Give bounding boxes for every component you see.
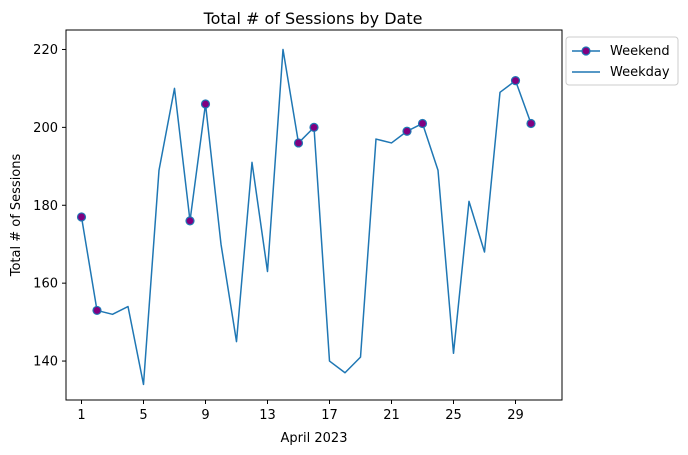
weekend-point <box>309 122 319 132</box>
legend-box <box>565 36 679 86</box>
weekend-point <box>200 99 211 109</box>
x-tick-label: 29 <box>507 408 524 423</box>
legend-weekday-label: Weekday <box>610 65 670 80</box>
legend: Weekend Weekday <box>565 36 679 86</box>
y-tick-label: 220 <box>33 43 58 58</box>
x-tick-label: 5 <box>139 408 147 423</box>
y-axis-label: Total # of Sessions <box>9 154 24 278</box>
weekend-point <box>185 216 195 226</box>
weekend-point <box>92 305 102 316</box>
chart-title: Total # of Sessions by Date <box>203 9 423 28</box>
weekend-point <box>510 76 521 86</box>
y-tick-label: 160 <box>33 277 58 292</box>
plot-area-frame <box>65 29 563 401</box>
y-tick-label: 140 <box>33 355 58 370</box>
x-axis-ticks: 1 5 9 13 17 21 25 29 <box>77 400 524 423</box>
legend-weekend-label: Weekend <box>610 44 670 59</box>
x-tick-label: 1 <box>77 408 85 423</box>
weekend-point <box>402 126 412 136</box>
weekend-point <box>417 118 428 129</box>
legend-weekend-marker <box>581 46 591 56</box>
series-layer <box>76 48 536 386</box>
x-tick-label: 21 <box>383 408 400 423</box>
x-tick-label: 25 <box>445 408 462 423</box>
y-tick-label: 180 <box>33 199 58 214</box>
y-axis-ticks: 140 160 180 200 220 <box>33 43 66 370</box>
x-tick-label: 13 <box>259 408 276 423</box>
x-tick-label: 17 <box>321 408 338 423</box>
weekend-point <box>293 138 304 148</box>
weekend-point <box>76 212 87 222</box>
y-tick-label: 200 <box>33 121 58 136</box>
weekend-point <box>526 118 536 129</box>
x-axis-label: April 2023 <box>281 431 348 446</box>
x-tick-label: 9 <box>201 408 209 423</box>
weekday-series-line <box>80 48 532 386</box>
